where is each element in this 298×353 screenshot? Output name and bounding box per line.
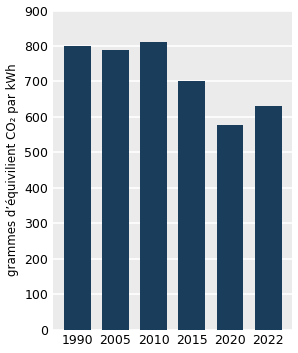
Bar xyxy=(64,46,91,330)
Bar xyxy=(179,82,205,330)
Bar xyxy=(140,42,167,330)
Y-axis label: grammes d’équivilient CO₂ par kWh: grammes d’équivilient CO₂ par kWh xyxy=(6,64,18,276)
Bar xyxy=(217,125,243,330)
Bar xyxy=(255,106,282,330)
Bar xyxy=(102,49,129,330)
